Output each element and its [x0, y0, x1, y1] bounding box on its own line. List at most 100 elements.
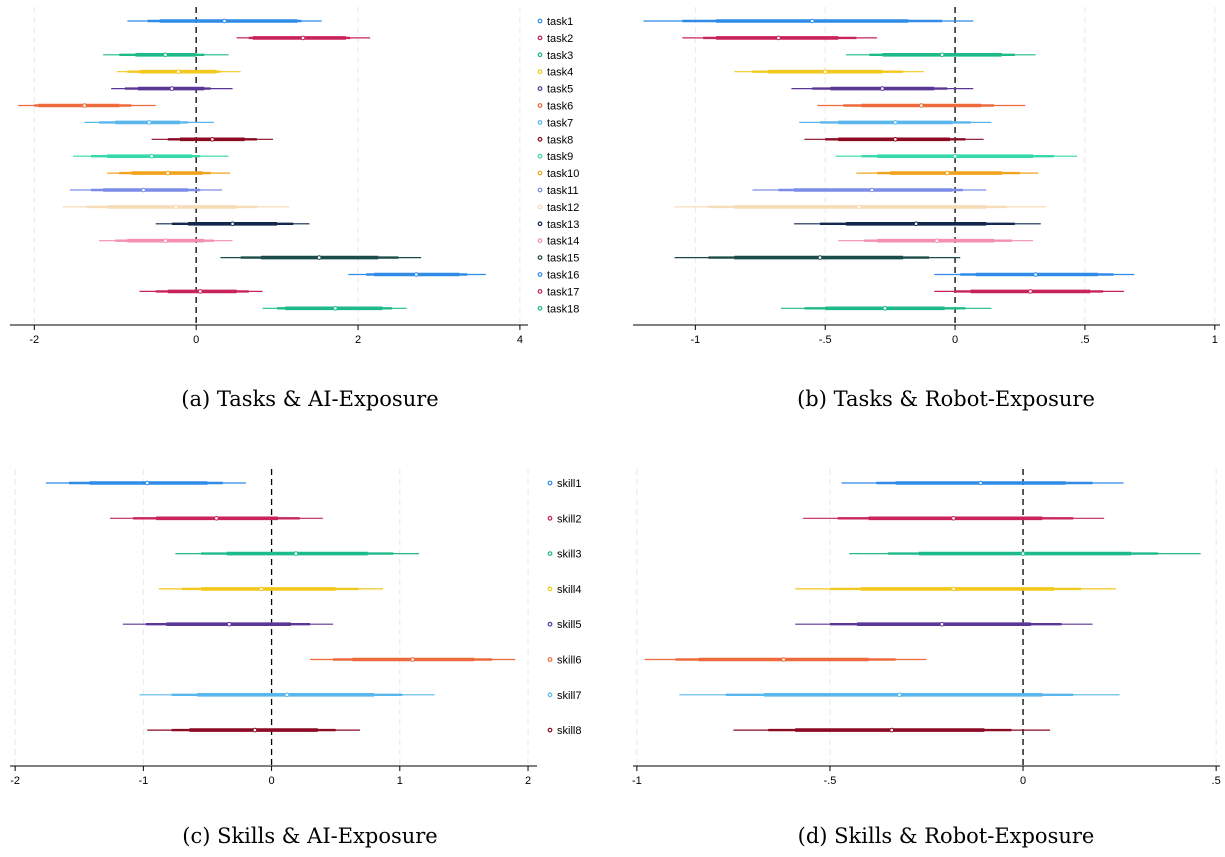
caption-a: (a) Tasks & AI-Exposure — [181, 387, 438, 411]
legend-label-task2: task2 — [547, 33, 573, 45]
caption-c: (c) Skills & AI-Exposure — [182, 824, 438, 848]
legend-label-task16: task16 — [547, 270, 579, 282]
legend-marker-task5 — [537, 86, 543, 91]
legend-label-task3: task3 — [547, 50, 573, 62]
legend-label-skill3: skill3 — [557, 549, 581, 561]
estimate-point-task4 — [176, 69, 181, 74]
legend-label-skill8: skill8 — [557, 725, 581, 737]
legend-label-skill7: skill7 — [557, 690, 581, 702]
coef-task17 — [934, 289, 1124, 294]
x-tick-label: 2 — [525, 775, 531, 787]
x-tick-label: 0 — [952, 334, 958, 346]
coef-task6 — [18, 103, 156, 108]
caption-d: (d) Skills & Robot-Exposure — [798, 824, 1095, 848]
coef-skill6 — [310, 657, 516, 662]
x-tick-label: -2 — [29, 334, 39, 346]
legend-label-task10: task10 — [547, 168, 579, 180]
estimate-point-task17 — [1028, 289, 1033, 294]
legend-marker-task3 — [537, 52, 543, 58]
estimate-point-task8 — [893, 137, 898, 142]
coef-skill3 — [175, 551, 420, 556]
coef-task14 — [99, 238, 233, 243]
coef-skill7 — [139, 692, 435, 698]
estimate-point-skill3 — [293, 551, 299, 556]
estimate-point-task13 — [913, 221, 919, 227]
coef-task17 — [139, 289, 263, 294]
x-tick-label: 0 — [193, 334, 199, 346]
coef-skill8 — [147, 727, 361, 733]
estimate-point-task15 — [316, 255, 322, 260]
legend-marker-skill5 — [547, 621, 553, 627]
legend-marker-skill6 — [547, 657, 553, 662]
coef-task16 — [348, 272, 486, 277]
estimate-point-task15 — [817, 255, 823, 260]
coef-task7 — [799, 120, 992, 125]
estimate-point-task13 — [230, 221, 235, 227]
estimate-point-task17 — [197, 289, 203, 294]
coef-task3 — [845, 52, 1036, 58]
coef-task4 — [116, 69, 241, 74]
coef-task4 — [734, 69, 924, 74]
legend-marker-task14 — [537, 238, 543, 244]
coef-task9 — [73, 153, 229, 159]
legend-marker-task17 — [537, 289, 543, 294]
estimate-point-task16 — [414, 272, 419, 277]
coef-skill4 — [158, 586, 384, 592]
coef-skill2 — [802, 516, 1105, 521]
legend-label-skill2: skill2 — [557, 513, 581, 525]
estimate-point-task5 — [169, 86, 175, 91]
coef-task2 — [682, 35, 878, 41]
estimate-point-skill6 — [781, 657, 786, 662]
legend-marker-skill1 — [547, 480, 553, 486]
estimate-point-task10 — [944, 170, 950, 176]
legend-marker-skill4 — [547, 586, 553, 592]
estimate-point-skill7 — [284, 692, 290, 698]
x-tick-label: 2 — [355, 334, 361, 346]
legend-label-task12: task12 — [547, 202, 579, 214]
estimate-point-task2 — [300, 35, 306, 41]
legend-marker-task6 — [537, 103, 543, 108]
x-tick-label: -.5 — [824, 775, 837, 787]
estimate-point-task3 — [939, 52, 945, 58]
x-tick-label: -.5 — [819, 334, 832, 346]
coef-task5 — [111, 86, 233, 91]
coef-task18 — [262, 306, 407, 311]
x-tick-label: -1 — [632, 775, 642, 787]
legend-label-task17: task17 — [547, 286, 579, 298]
x-tick-label: 1 — [1212, 334, 1218, 346]
x-tick-label: .5 — [1080, 334, 1089, 346]
x-tick-label: -2 — [10, 775, 20, 787]
estimate-point-skill5 — [939, 621, 945, 627]
legend-marker-task15 — [537, 255, 543, 261]
legend-marker-skill2 — [547, 515, 553, 521]
estimate-point-skill1 — [978, 480, 983, 486]
estimate-point-skill1 — [144, 480, 150, 486]
estimate-point-skill3 — [1020, 551, 1026, 556]
x-tick-label: 4 — [517, 334, 523, 346]
estimate-point-task11 — [869, 187, 875, 193]
legend-marker-task13 — [537, 221, 543, 227]
x-tick-label: -1 — [690, 334, 700, 346]
estimate-point-skill8 — [252, 727, 258, 733]
panel-b: -1 -.5 0 .5 1 — [633, 7, 1220, 346]
estimate-point-task5 — [880, 86, 885, 91]
estimate-point-task1 — [222, 18, 227, 24]
legend-label-task13: task13 — [547, 219, 579, 231]
legend-marker-task4 — [537, 69, 543, 75]
estimate-point-task14 — [163, 238, 168, 243]
legend-label-task15: task15 — [547, 253, 579, 265]
coef-skill6 — [644, 657, 927, 662]
estimate-point-task11 — [141, 187, 146, 193]
estimate-point-task6 — [919, 103, 924, 108]
legend-label-skill4: skill4 — [557, 584, 581, 596]
estimate-point-skill4 — [259, 586, 264, 592]
coef-task8 — [804, 137, 984, 142]
legend-marker-skill7 — [547, 692, 553, 698]
coef-task1 — [127, 18, 322, 24]
legend-marker-task18 — [537, 305, 543, 311]
legend-marker-task9 — [537, 153, 543, 159]
x-tick-label: 1 — [397, 775, 403, 787]
legend-label-task6: task6 — [547, 101, 573, 113]
estimate-point-task9 — [952, 153, 958, 159]
estimate-point-task18 — [882, 306, 888, 311]
